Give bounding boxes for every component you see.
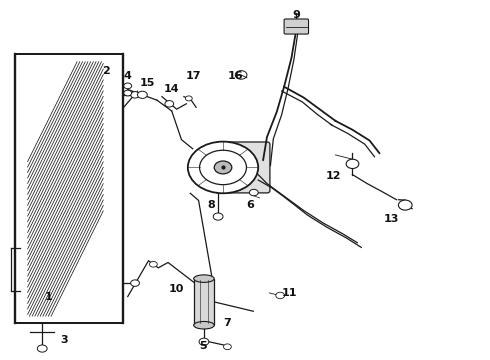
Circle shape bbox=[149, 261, 157, 267]
Text: 14: 14 bbox=[164, 84, 179, 94]
FancyBboxPatch shape bbox=[215, 142, 270, 193]
Circle shape bbox=[249, 189, 258, 196]
Text: 9: 9 bbox=[293, 10, 300, 20]
FancyBboxPatch shape bbox=[284, 19, 309, 34]
Text: 1: 1 bbox=[45, 292, 52, 302]
Circle shape bbox=[165, 100, 173, 107]
Circle shape bbox=[124, 90, 132, 96]
Text: 5: 5 bbox=[199, 341, 207, 351]
Bar bbox=[15, 54, 123, 323]
Bar bbox=[15, 54, 123, 323]
Text: 17: 17 bbox=[186, 71, 201, 81]
Text: 6: 6 bbox=[246, 200, 254, 210]
Circle shape bbox=[214, 161, 232, 174]
Circle shape bbox=[199, 150, 246, 185]
Circle shape bbox=[138, 91, 147, 98]
Text: 15: 15 bbox=[140, 78, 155, 88]
Circle shape bbox=[346, 159, 359, 168]
Circle shape bbox=[188, 141, 258, 193]
Circle shape bbox=[199, 338, 209, 345]
Circle shape bbox=[131, 91, 140, 98]
Circle shape bbox=[124, 83, 132, 89]
Ellipse shape bbox=[194, 321, 214, 329]
Text: 13: 13 bbox=[384, 215, 399, 224]
Circle shape bbox=[276, 292, 285, 299]
Text: 16: 16 bbox=[227, 71, 243, 81]
Circle shape bbox=[235, 71, 247, 79]
Circle shape bbox=[213, 213, 223, 220]
Circle shape bbox=[37, 345, 47, 352]
Text: 2: 2 bbox=[102, 66, 110, 76]
Ellipse shape bbox=[194, 275, 214, 282]
Text: 3: 3 bbox=[60, 334, 68, 345]
Circle shape bbox=[131, 280, 140, 286]
Text: 7: 7 bbox=[223, 319, 231, 328]
Text: 10: 10 bbox=[169, 284, 184, 294]
Text: 12: 12 bbox=[325, 171, 341, 181]
Circle shape bbox=[398, 200, 412, 210]
Text: 4: 4 bbox=[124, 71, 132, 81]
Bar bbox=[194, 279, 214, 325]
Circle shape bbox=[223, 344, 231, 350]
Circle shape bbox=[185, 96, 192, 101]
Text: 8: 8 bbox=[207, 200, 215, 210]
Text: 11: 11 bbox=[281, 288, 297, 298]
